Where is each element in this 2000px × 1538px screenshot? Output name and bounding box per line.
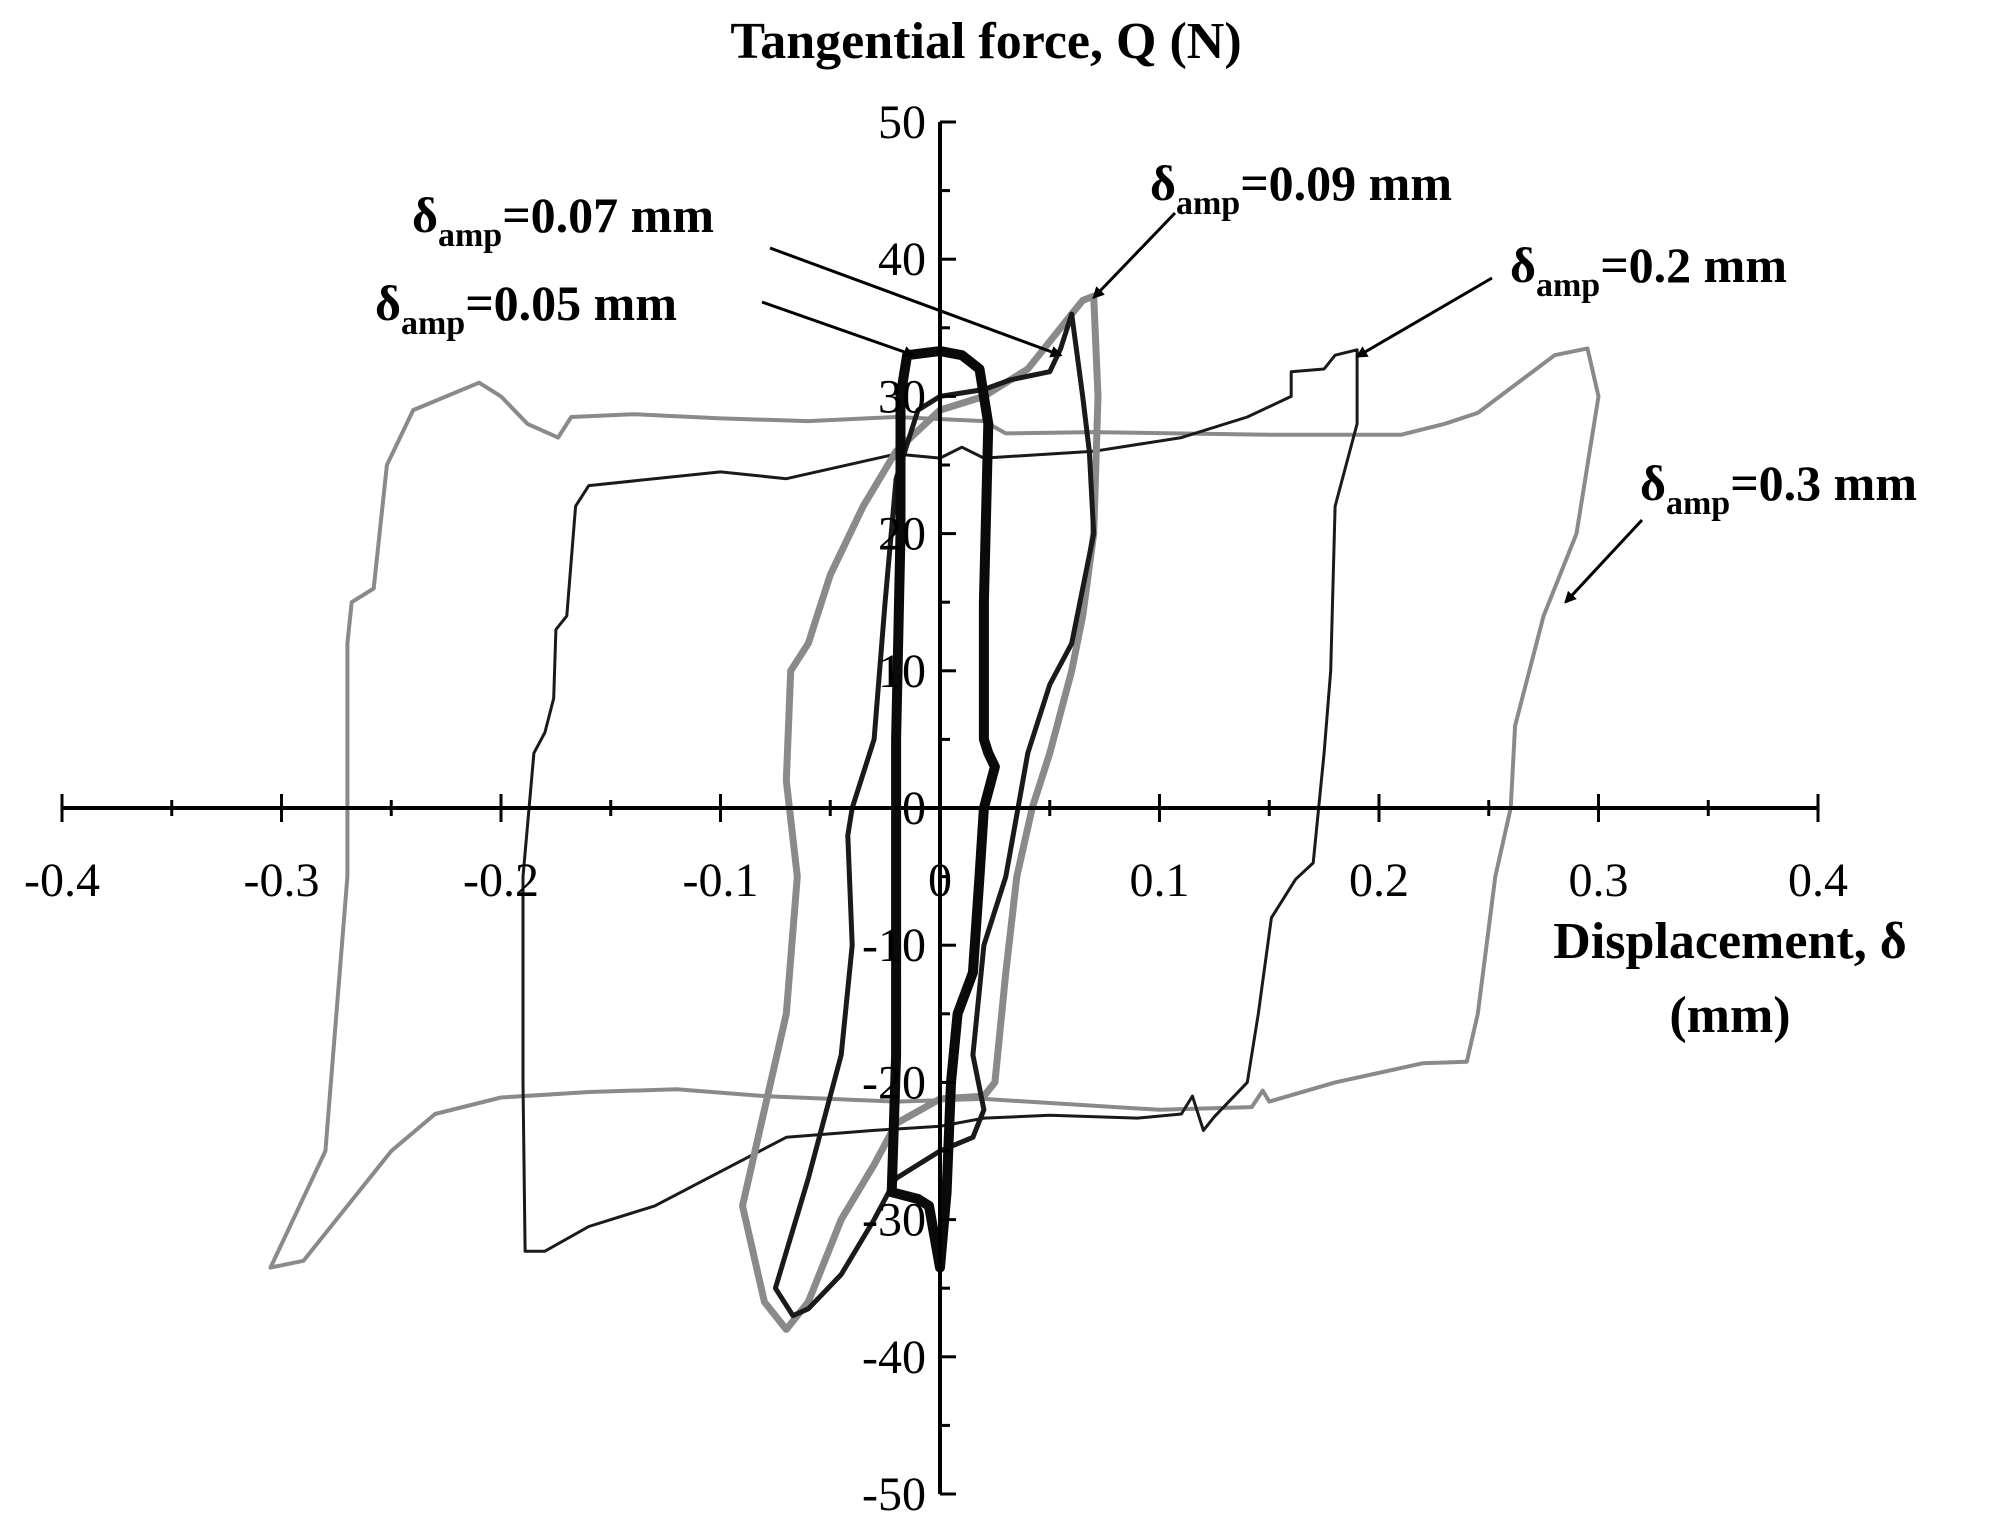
x-tick-label: 0 bbox=[928, 854, 952, 907]
y-tick-label: 30 bbox=[878, 370, 926, 423]
y-tick-label: 50 bbox=[878, 96, 926, 149]
series-layer bbox=[268, 292, 1601, 1333]
x-axis-title-line2: (mm) bbox=[1669, 987, 1790, 1044]
y-tick-label: -40 bbox=[862, 1331, 926, 1384]
y-tick-label: 0 bbox=[902, 782, 926, 835]
x-tick-label: 0.3 bbox=[1569, 854, 1629, 907]
annotation-arrow bbox=[1564, 518, 1644, 604]
y-tick-label: -30 bbox=[862, 1194, 926, 1247]
x-tick-label: -0.3 bbox=[244, 854, 320, 907]
series-line-0 bbox=[268, 346, 1601, 1270]
x-tick-label: -0.1 bbox=[683, 854, 759, 907]
x-axis-title-line1: Displacement, δ bbox=[1553, 913, 1906, 970]
annotation-arrow bbox=[1092, 211, 1177, 300]
y-axis-title: Tangential force, Q (N) bbox=[730, 13, 1241, 70]
annotation-layer: δamp=0.07 mm δamp=0.09 mm δamp=0.05 mm δamp… bbox=[375, 155, 1917, 604]
series-line-4 bbox=[886, 346, 1000, 1273]
annotation-label: δamp=0.07 mm bbox=[412, 187, 714, 254]
annotation-label: δamp=0.05 mm bbox=[375, 275, 677, 342]
y-tick-label: -20 bbox=[862, 1056, 926, 1109]
annotation-arrow bbox=[1355, 276, 1493, 358]
y-tick-label: -50 bbox=[862, 1468, 926, 1521]
x-tick-label: -0.4 bbox=[24, 854, 100, 907]
annotation-label: δamp=0.2 mm bbox=[1510, 237, 1787, 304]
x-tick-label: 0.4 bbox=[1788, 854, 1848, 907]
series-line-3 bbox=[772, 311, 1097, 1319]
annotation-arrow bbox=[761, 300, 916, 358]
y-tick-label: -10 bbox=[862, 919, 926, 972]
y-tick-label: 20 bbox=[878, 508, 926, 561]
annotation-label: δamp=0.3 mm bbox=[1640, 455, 1917, 522]
series-line-1 bbox=[521, 348, 1359, 1253]
y-tick-label: 10 bbox=[878, 645, 926, 698]
x-tick-label: 0.1 bbox=[1130, 854, 1190, 907]
x-tick-label: -0.2 bbox=[463, 854, 539, 907]
annotation-arrow bbox=[769, 246, 1063, 358]
x-tick-label: 0.2 bbox=[1349, 854, 1409, 907]
y-tick-label: 40 bbox=[878, 233, 926, 286]
axes-layer: -0.4 -0.3 -0.2 -0.1 0 0.1 0.2 0.3 0.4 -50 -40 -30 -2… bbox=[24, 96, 1848, 1521]
annotation-label: δamp=0.09 mm bbox=[1150, 155, 1452, 222]
